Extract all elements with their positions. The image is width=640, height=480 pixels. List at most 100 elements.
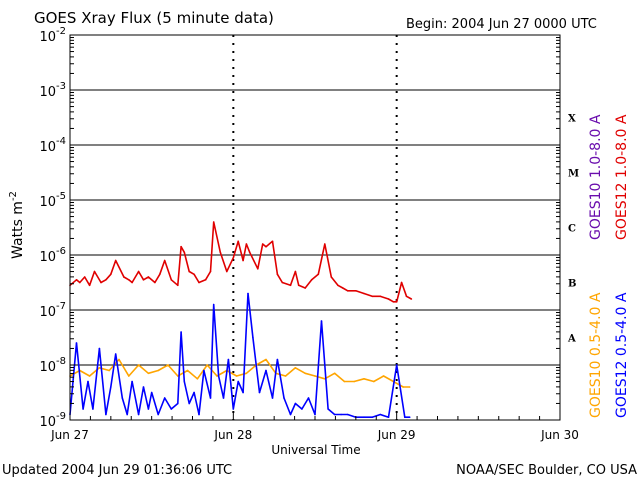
- data-point: [276, 273, 279, 276]
- data-point: [128, 279, 130, 281]
- legend-entry: GOES12 0.5-4.0 A: [614, 292, 630, 418]
- data-point: [193, 273, 195, 276]
- data-point: [196, 378, 199, 380]
- data-point: [294, 270, 297, 273]
- data-point: [163, 259, 166, 262]
- data-point: [284, 375, 287, 377]
- data-point: [222, 397, 225, 399]
- data-point: [227, 358, 230, 361]
- data-point: [404, 416, 406, 419]
- data-point: [235, 375, 238, 377]
- data-point: [400, 281, 403, 284]
- data-point: [137, 270, 140, 273]
- flare-class-labels: X M C B A: [567, 114, 579, 345]
- data-point: [289, 284, 292, 287]
- y-tick-base: 10: [39, 415, 56, 430]
- data-point: [93, 270, 96, 273]
- data-point: [180, 245, 182, 248]
- legend: GOES10 1.0-8.0 A GOES12 1.0-8.0 A GOES10 0…: [588, 114, 630, 418]
- data-point: [232, 257, 235, 259]
- data-point: [382, 375, 385, 377]
- legend-entry: GOES12 1.0-8.0 A: [614, 114, 630, 240]
- data-point: [314, 413, 316, 416]
- data-point: [392, 301, 395, 303]
- data-point: [371, 416, 374, 419]
- data-point: [242, 259, 244, 262]
- data-point: [402, 386, 405, 388]
- data-point: [271, 240, 274, 243]
- data-point: [265, 369, 267, 372]
- data-point: [320, 320, 323, 322]
- plot-frame: [69, 34, 561, 421]
- data-point: [126, 413, 128, 416]
- y-tick-exp: -2: [56, 26, 66, 37]
- data-point: [343, 380, 346, 383]
- data-point: [294, 367, 297, 369]
- data-point: [248, 251, 251, 254]
- data-point: [82, 408, 84, 410]
- legend-entry: GOES10 0.5-4.0 A: [588, 292, 604, 418]
- data-point: [304, 287, 307, 289]
- data-point: [355, 290, 357, 292]
- y-tick-base: 10: [39, 360, 56, 375]
- data-point: [297, 284, 300, 287]
- data-point: [114, 353, 117, 355]
- data-point: [150, 391, 153, 394]
- y-tick-base: 10: [39, 305, 56, 320]
- data-point: [170, 408, 173, 410]
- data-point: [212, 303, 215, 306]
- y-tick-label: 10-5: [39, 191, 66, 210]
- y-tick-label: 10-3: [39, 81, 66, 100]
- data-point: [353, 380, 356, 383]
- updated-timestamp: Updated 2004 Jun 29 01:36:06 UTC: [2, 463, 232, 478]
- x-axis-label: Universal Time: [271, 443, 360, 457]
- y-axis-label-sup: -2: [8, 191, 19, 201]
- data-point: [265, 358, 267, 361]
- x-tick-label: Jun 30: [540, 428, 579, 442]
- data-point: [209, 270, 212, 273]
- data-point: [337, 284, 339, 287]
- data-point: [289, 413, 292, 416]
- data-point: [333, 372, 336, 375]
- data-point: [310, 279, 313, 281]
- x-tick-label: Jun 29: [377, 428, 416, 442]
- data-point: [142, 279, 145, 281]
- legend-entry: GOES10 1.0-8.0 A: [588, 114, 604, 240]
- flare-class-A: A: [567, 334, 576, 345]
- data-point: [188, 270, 190, 273]
- data-point: [363, 378, 365, 380]
- data-point: [405, 295, 408, 298]
- data-point: [327, 408, 329, 410]
- data-point: [340, 413, 342, 416]
- data-point: [379, 295, 382, 298]
- data-point: [105, 413, 107, 416]
- data-point: [198, 413, 200, 416]
- data-point: [188, 402, 190, 405]
- data-point: [137, 364, 140, 366]
- series-line-1: [69, 358, 410, 388]
- data-point: [110, 386, 112, 388]
- data-point: [301, 408, 303, 410]
- data-point: [276, 358, 279, 361]
- data-point: [147, 372, 150, 375]
- x-tick-label: Jun 28: [213, 428, 252, 442]
- data-point: [232, 408, 235, 410]
- data-point: [237, 380, 239, 383]
- data-point: [363, 292, 365, 295]
- data-point: [147, 408, 150, 410]
- data-point: [75, 342, 78, 344]
- data-point: [252, 336, 254, 339]
- y-tick-label: 10-4: [39, 136, 66, 155]
- credit-label: NOAA/SEC Boulder, CO USA: [456, 463, 637, 478]
- data-point: [245, 372, 248, 375]
- series-line-2: [69, 292, 410, 419]
- data-point: [242, 391, 244, 394]
- data-point: [88, 375, 91, 377]
- y-tick-base: 10: [39, 140, 56, 155]
- data-point: [283, 397, 285, 399]
- data-point: [157, 369, 159, 372]
- data-point: [204, 279, 207, 281]
- data-point: [314, 375, 316, 377]
- data-point: [142, 386, 145, 388]
